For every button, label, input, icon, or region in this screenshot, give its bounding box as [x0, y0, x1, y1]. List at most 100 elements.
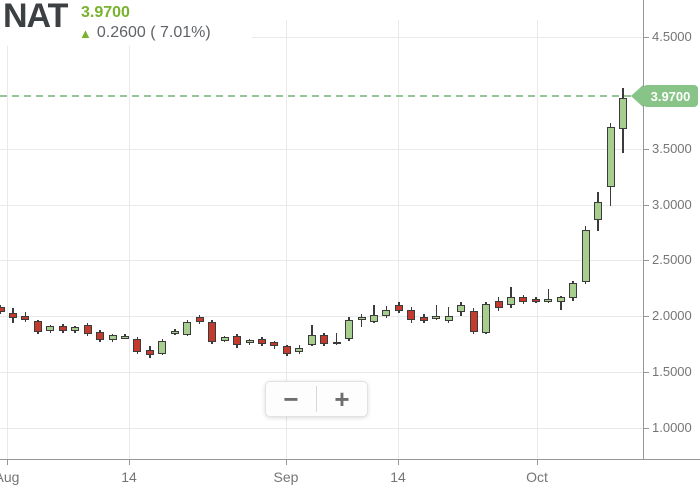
x-axis-tick: [7, 459, 8, 465]
v-gridline: [129, 20, 130, 459]
candle-body: [295, 347, 304, 352]
y-axis-tick: [643, 204, 649, 206]
candle-body: [444, 316, 453, 321]
candle-body: [220, 337, 229, 341]
candle-body: [482, 303, 491, 333]
candle-body: [531, 299, 540, 302]
v-gridline: [398, 20, 399, 459]
candle-body: [594, 202, 603, 221]
candle-body: [569, 282, 578, 299]
candle-body: [145, 349, 154, 356]
candle-wick: [560, 296, 562, 310]
candle-body: [556, 297, 565, 302]
y-axis-tick: [643, 260, 649, 262]
x-axis-tick: [537, 459, 538, 465]
candle-body: [357, 317, 366, 320]
y-axis-tick: [643, 316, 649, 318]
h-gridline: [0, 260, 643, 262]
candle-body: [432, 316, 441, 319]
candle-body: [71, 327, 80, 331]
h-gridline: [0, 372, 643, 374]
y-axis-label: 1.0000: [652, 419, 692, 435]
candle-body: [494, 300, 503, 309]
candle-body: [195, 317, 204, 322]
candle-body: [332, 341, 341, 345]
h-gridline: [0, 37, 643, 38]
ticker-symbol: NAT: [3, 0, 68, 35]
last-price-line: [0, 95, 631, 98]
x-axis-label: 14: [390, 469, 406, 485]
candle-body: [158, 340, 167, 355]
h-gridline: [0, 316, 643, 318]
candle-wick: [447, 307, 450, 323]
minus-icon: −: [283, 384, 299, 414]
candle-body: [407, 309, 416, 320]
x-axis-line: [0, 459, 700, 460]
y-axis-line: [643, 0, 644, 460]
last-price-tag: 3.9700: [631, 85, 698, 108]
change-row: ▲ 0.2600 ( 7.01%): [79, 24, 211, 42]
x-axis-label: 14: [121, 469, 137, 485]
y-axis-label: 2.5000: [652, 252, 692, 268]
y-axis-tick: [643, 427, 649, 429]
x-axis-label: Oct: [526, 469, 548, 485]
candle-body: [606, 127, 615, 187]
zoom-controls-divider: [316, 386, 317, 412]
candle-body: [457, 305, 466, 312]
zoom-in-button[interactable]: +: [317, 382, 367, 416]
candle-wick: [335, 333, 338, 346]
candle-body: [619, 98, 627, 129]
last-price: 3.9700: [81, 4, 130, 21]
candle-body: [469, 310, 478, 332]
candle-body: [307, 335, 316, 346]
candle-body: [233, 336, 242, 346]
h-gridline: [0, 204, 643, 206]
candle-body: [544, 299, 553, 302]
candle-body: [33, 320, 42, 332]
candle-body: [108, 335, 117, 340]
x-axis-tick: [129, 459, 130, 465]
v-gridline: [286, 20, 287, 459]
y-axis-label: 3.0000: [652, 196, 692, 212]
candle-body: [21, 316, 30, 320]
candle-body: [121, 336, 129, 339]
quote-header: NAT 3.9700 ▲ 0.2600 ( 7.01%): [0, 0, 252, 46]
candle-wick: [373, 305, 375, 323]
up-arrow-icon: ▲: [79, 25, 92, 41]
change-text: 0.2600 ( 7.01%): [96, 24, 211, 41]
candle-body: [46, 326, 55, 331]
x-axis-label: Aug: [0, 469, 20, 485]
y-axis-label: 3.5000: [652, 140, 692, 156]
candle-body: [320, 335, 329, 345]
candle-body: [83, 325, 92, 335]
candle-body: [133, 338, 142, 352]
zoom-controls: − +: [265, 381, 368, 417]
v-gridline: [537, 20, 538, 459]
candle-body: [58, 326, 67, 331]
candle-wick: [124, 334, 126, 339]
tag-left-arrow-icon: [631, 85, 643, 108]
y-axis-tick: [643, 372, 649, 374]
candle-body: [183, 321, 192, 336]
candle-body: [506, 297, 515, 306]
candle-body: [370, 315, 378, 322]
v-gridline: [7, 20, 8, 459]
plus-icon: +: [334, 384, 350, 414]
candle-body: [270, 341, 279, 347]
candle-body: [519, 297, 528, 302]
y-axis-label: 1.5000: [652, 364, 692, 380]
candle-wick: [360, 314, 363, 328]
zoom-out-button[interactable]: −: [266, 382, 316, 416]
candle-wick: [547, 289, 550, 303]
candle-body: [581, 230, 590, 282]
candle-body: [0, 307, 5, 312]
candle-body: [419, 317, 428, 321]
x-axis-tick: [398, 459, 399, 465]
x-axis-label: Sep: [273, 469, 299, 485]
candle-body: [245, 339, 254, 344]
y-axis-tick: [643, 148, 649, 150]
y-axis-label: 4.5000: [652, 29, 692, 44]
candle-body: [282, 346, 291, 355]
candle-wick: [435, 305, 437, 320]
